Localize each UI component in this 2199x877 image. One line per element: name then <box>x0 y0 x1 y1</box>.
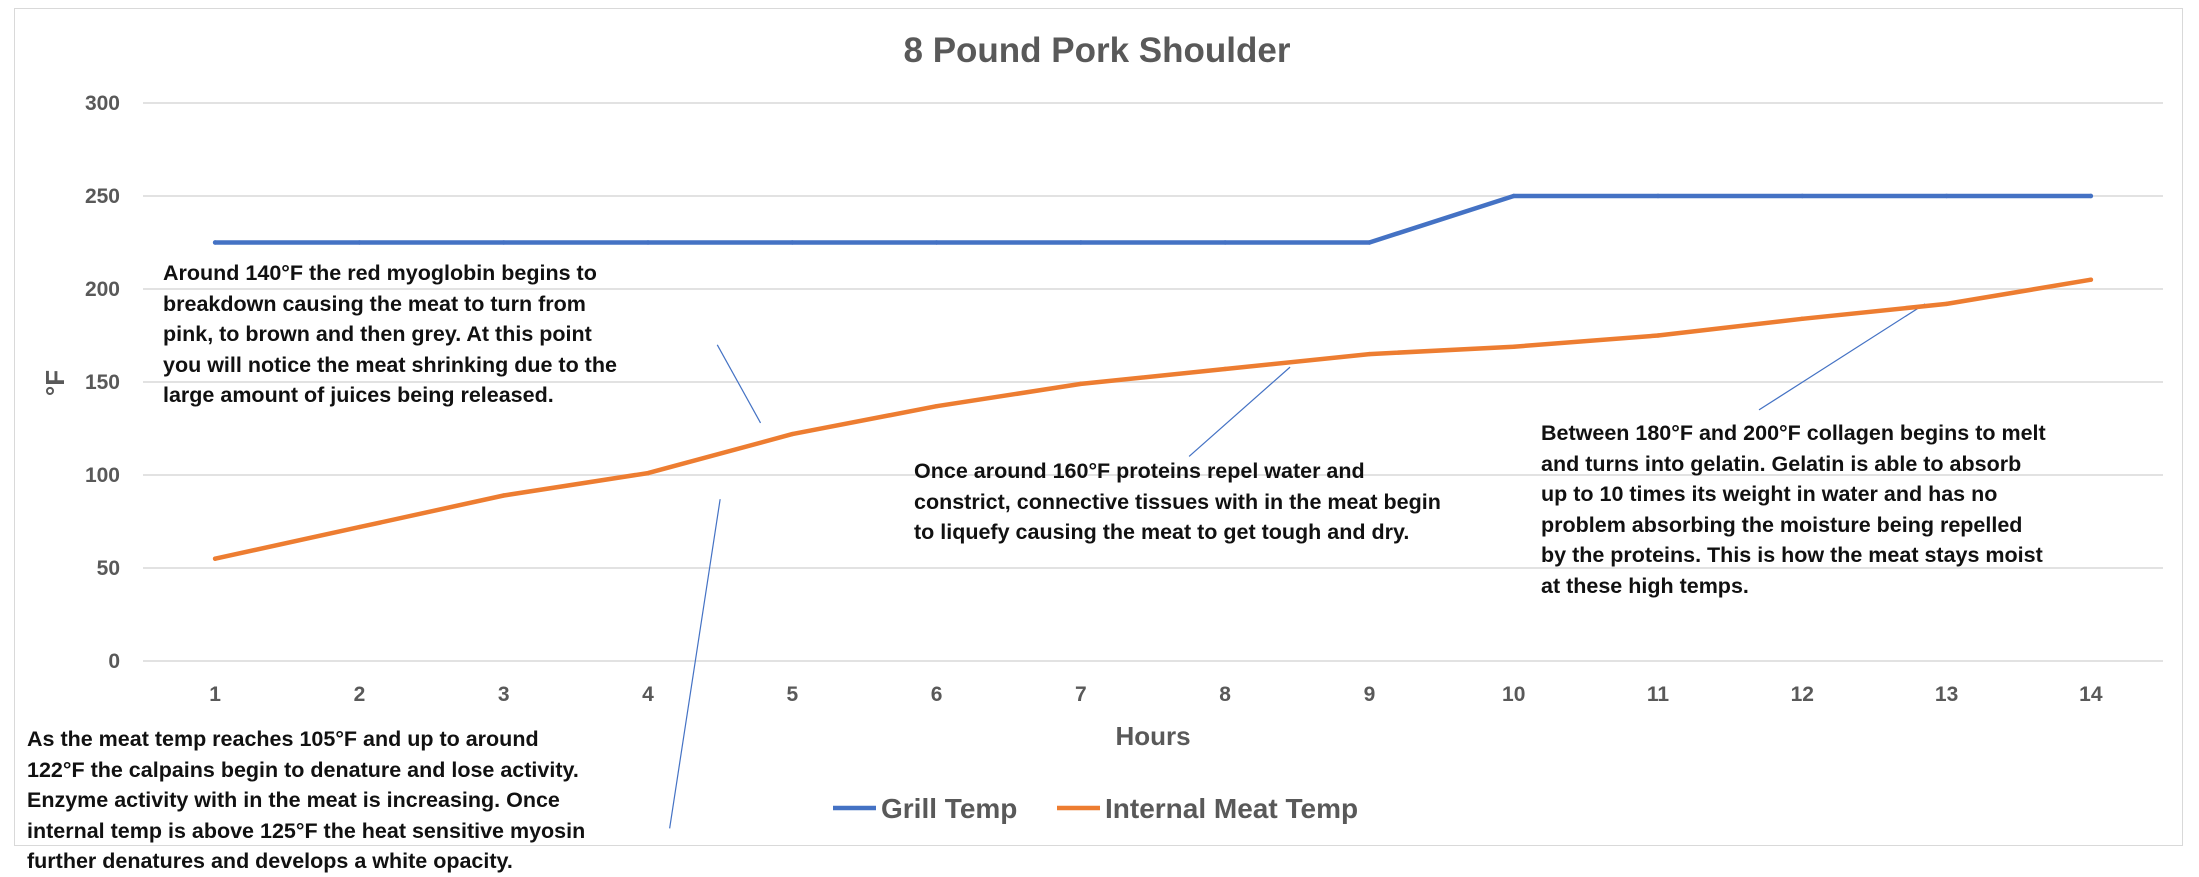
data-point-internal-meat-temp-9 <box>1367 351 1372 357</box>
y-tick-label-250: 250 <box>85 185 120 208</box>
legend-label-grill-temp: Grill Temp <box>881 793 1017 824</box>
data-point-internal-meat-temp-2 <box>357 524 362 530</box>
x-tick-label-4: 4 <box>642 683 654 706</box>
series-lines <box>212 193 2094 561</box>
data-point-grill-temp-4 <box>645 240 651 245</box>
x-axis-label: Hours <box>1115 721 1190 751</box>
y-tick-label-200: 200 <box>85 278 120 301</box>
data-point-grill-temp-9 <box>1367 240 1372 245</box>
data-point-internal-meat-temp-12 <box>1800 316 1805 321</box>
legend: Grill Temp Internal Meat Temp <box>833 793 1358 824</box>
x-tick-label-1: 1 <box>209 683 221 706</box>
annotation-collagen: Between 180°F and 200°F collagen begins … <box>1541 421 2046 598</box>
data-point-grill-temp-2 <box>357 240 362 245</box>
callout-line-collagen <box>1758 303 1926 411</box>
data-point-internal-meat-temp-10 <box>1511 344 1516 349</box>
data-point-grill-temp-7 <box>1078 240 1084 245</box>
data-point-grill-temp-12 <box>1800 193 1805 199</box>
y-tick-label-100: 100 <box>85 464 120 487</box>
annotation-calpains: As the meat temp reaches 105°F and up to… <box>27 727 586 873</box>
data-point-internal-meat-temp-14 <box>2088 277 2094 282</box>
annotation-proteins: Once around 160°F proteins repel water a… <box>914 459 1441 544</box>
data-point-grill-temp-10 <box>1511 193 1516 199</box>
y-tick-label-300: 300 <box>85 92 120 115</box>
data-point-internal-meat-temp-4 <box>645 470 651 476</box>
data-point-internal-meat-temp-3 <box>501 493 506 498</box>
series-line-grill-temp <box>212 193 2094 245</box>
data-point-grill-temp-3 <box>501 240 506 245</box>
x-tick-label-5: 5 <box>786 683 798 706</box>
x-tick-label-9: 9 <box>1364 683 1376 706</box>
data-point-internal-meat-temp-6 <box>934 403 939 409</box>
y-tick-label-50: 50 <box>97 557 120 580</box>
legend-label-internal-meat-temp: Internal Meat Temp <box>1105 793 1358 824</box>
data-point-grill-temp-8 <box>1222 240 1228 245</box>
chart-frame <box>14 8 2183 846</box>
y-axis-ticks: 0 50 100 150 200 250 300 <box>85 92 120 673</box>
x-tick-label-3: 3 <box>498 683 510 706</box>
data-point-grill-temp-11 <box>1655 193 1661 199</box>
callout-line-myoglobin <box>716 344 762 424</box>
data-point-grill-temp-5 <box>790 240 795 245</box>
y-tick-label-150: 150 <box>85 371 120 394</box>
x-tick-label-14: 14 <box>2079 683 2103 706</box>
annotation-myoglobin: Around 140°F the red myoglobin begins to… <box>163 261 617 407</box>
y-axis-label: °F <box>40 370 70 396</box>
callout-line-calpains <box>669 499 721 829</box>
data-point-internal-meat-temp-11 <box>1655 333 1661 338</box>
data-point-internal-meat-temp-8 <box>1222 366 1228 372</box>
data-point-internal-meat-temp-13 <box>1944 301 1949 307</box>
x-tick-label-12: 12 <box>1791 683 1814 706</box>
x-tick-label-6: 6 <box>931 683 943 706</box>
x-tick-label-2: 2 <box>354 683 366 706</box>
annotation-callout-lines <box>669 303 1926 829</box>
x-tick-label-11: 11 <box>1647 683 1670 706</box>
x-tick-label-10: 10 <box>1502 683 1525 706</box>
series-line-internal-meat-temp <box>212 277 2094 561</box>
x-tick-label-7: 7 <box>1075 683 1087 706</box>
x-tick-label-13: 13 <box>1935 683 1958 706</box>
x-tick-label-8: 8 <box>1219 683 1231 706</box>
chart-title: 8 Pound Pork Shoulder <box>904 31 1291 70</box>
callout-line-proteins <box>1188 366 1291 457</box>
data-point-internal-meat-temp-7 <box>1078 381 1084 387</box>
y-tick-label-0: 0 <box>108 650 120 673</box>
x-axis-ticks: 1 2 3 4 5 6 7 8 9 10 11 12 13 14 <box>209 683 2103 706</box>
data-point-internal-meat-temp-5 <box>790 431 795 437</box>
data-point-grill-temp-1 <box>212 240 218 245</box>
data-point-grill-temp-14 <box>2088 193 2094 199</box>
data-point-internal-meat-temp-1 <box>212 556 218 561</box>
data-point-grill-temp-13 <box>1944 193 1949 199</box>
data-point-grill-temp-6 <box>934 240 939 245</box>
